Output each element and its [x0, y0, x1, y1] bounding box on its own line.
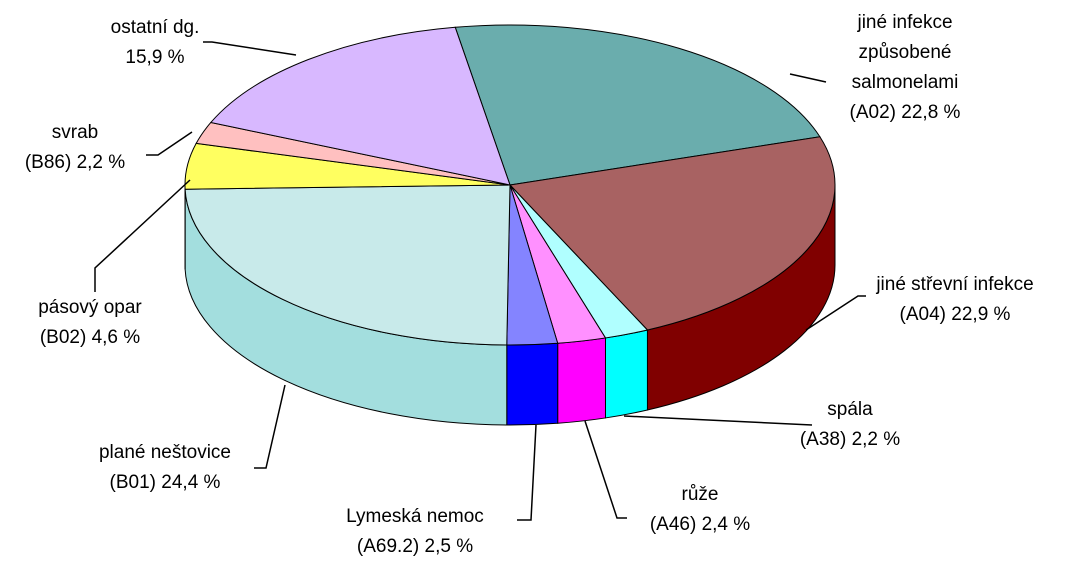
category-label: pásový opar (B02) [38, 297, 142, 348]
leader-line [584, 420, 627, 519]
category-label: plané neštovice (B01) [98, 442, 232, 493]
data-label: svrab (B86) 2,2 % [10, 118, 140, 178]
leader-line [94, 179, 191, 292]
pie-slice-side [506, 342, 559, 426]
value-label: 4,6 % [91, 327, 141, 348]
category-label: růže (A46) [649, 484, 719, 535]
leader-line [623, 415, 813, 426]
pie [184, 24, 836, 426]
leader-line [254, 384, 286, 469]
category-label: spála (A38) [799, 399, 873, 450]
category-label: ostatní dg. [110, 17, 200, 38]
data-label: plané neštovice (B01) 24,4 % [80, 438, 250, 498]
leader-line [517, 424, 537, 521]
category-label: svrab (B86) [24, 122, 99, 173]
leader-line [789, 73, 827, 83]
pie-slice-side [604, 329, 648, 419]
category-label: jiné střevní infekce (A04) [876, 274, 1034, 325]
data-label: jiné infekce způsobené salmonelami (A02)… [820, 8, 990, 128]
data-label: ostatní dg. 15,9 % [105, 13, 205, 73]
pie-slice-side [557, 337, 606, 424]
data-label: spála (A38) 2,2 % [785, 395, 915, 455]
value-label: 24,4 % [161, 472, 221, 493]
data-label: pásový opar (B02) 4,6 % [20, 293, 160, 353]
value-label: 2,2 % [851, 429, 901, 450]
data-label: růže (A46) 2,4 % [635, 480, 765, 540]
value-label: 22,9 % [951, 304, 1011, 325]
leader-line [146, 131, 193, 156]
value-label: 2,5 % [424, 536, 474, 557]
value-label: 15,9 % [125, 47, 185, 68]
data-label: jiné střevní infekce (A04) 22,9 % [845, 270, 1065, 330]
category-label: jiné infekce způsobené salmonelami (A02) [849, 12, 959, 123]
leader-line [805, 295, 866, 331]
pie-slice [209, 26, 511, 186]
category-label: Lymeská nemoc (A69.2) [346, 506, 484, 557]
data-label: Lymeská nemoc (A69.2) 2,5 % [330, 502, 500, 562]
value-label: 2,2 % [76, 152, 126, 173]
pie-slice [454, 24, 821, 186]
pie-slice [508, 136, 836, 331]
value-label: 2,4 % [701, 514, 751, 535]
leader-lines [94, 41, 866, 521]
value-label: 22,8 % [901, 102, 961, 123]
leader-line [203, 41, 297, 56]
pie-slice [184, 184, 511, 346]
